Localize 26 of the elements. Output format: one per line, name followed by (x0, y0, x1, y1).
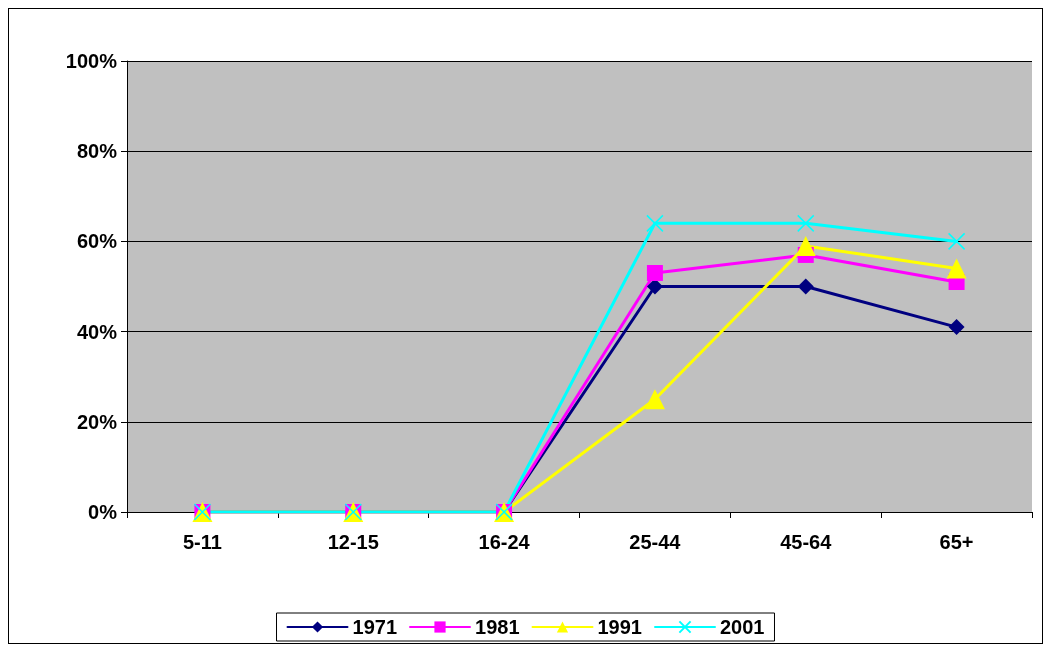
x-tick-label: 45-64 (780, 531, 833, 553)
y-tick-label: 60% (76, 230, 118, 253)
y-tick-label: 80% (76, 140, 118, 163)
y-tick-label: 100% (65, 50, 118, 72)
x-tick-label: 25-44 (629, 531, 682, 553)
point (947, 232, 966, 251)
legend-label: 2001 (719, 616, 765, 638)
point (795, 235, 816, 256)
x-tick-label: 5-11 (182, 531, 222, 553)
point (797, 214, 815, 233)
point (646, 214, 664, 233)
legend-label: 1991 (597, 616, 642, 638)
point (946, 258, 967, 279)
x-tick-label: 65+ (939, 531, 974, 553)
legend-label: 1981 (475, 616, 520, 638)
point (948, 319, 965, 336)
x-tick-label: 12-15 (327, 531, 379, 553)
y-tick-label: 40% (76, 320, 118, 343)
point (646, 264, 663, 281)
y-tick-label: 0% (88, 501, 118, 523)
point (797, 278, 814, 295)
point (644, 389, 665, 410)
point (646, 278, 663, 295)
legend-label: 1971 (352, 616, 398, 638)
x-tick-label: 16-24 (478, 531, 531, 553)
y-tick-label: 20% (76, 410, 118, 433)
